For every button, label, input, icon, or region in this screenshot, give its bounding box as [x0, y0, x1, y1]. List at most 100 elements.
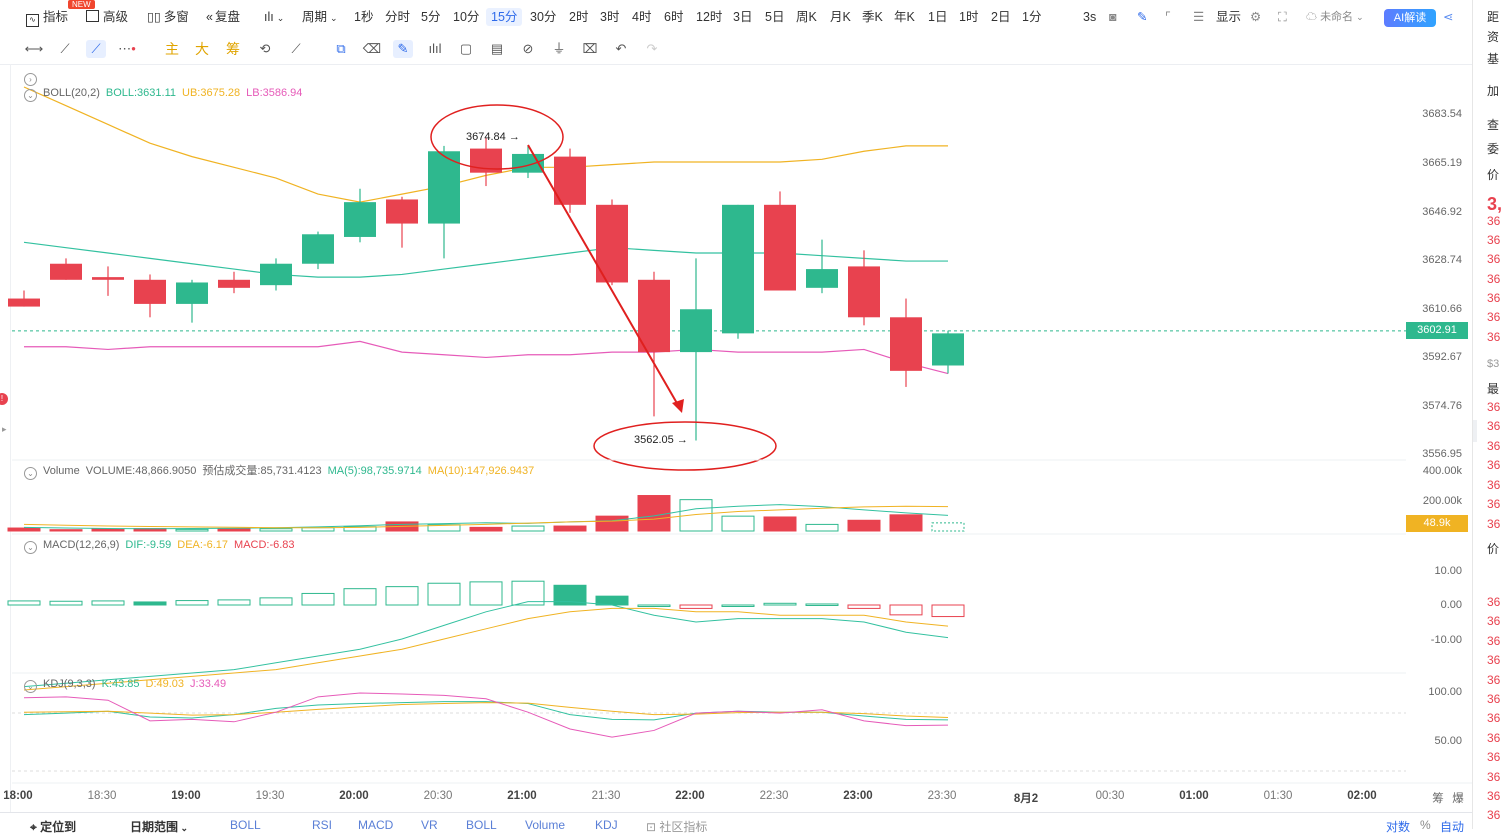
interval-8[interactable]: 4时 — [632, 10, 652, 24]
axis-burst-toggle[interactable]: 爆 — [1452, 793, 1464, 805]
collapse-icon[interactable]: ⌄ — [24, 541, 37, 554]
interval-2[interactable]: 5分 — [421, 10, 441, 24]
more-tools-icon[interactable]: ⋯● — [118, 41, 136, 56]
measure-icon[interactable]: ⟋ — [291, 41, 301, 56]
interval-10[interactable]: 12时 — [696, 10, 723, 24]
candle-body — [764, 204, 796, 291]
axis-chip-toggle[interactable]: 筹 — [1432, 793, 1444, 805]
interval-16[interactable]: 年K — [894, 10, 915, 24]
interval-19[interactable]: 2日 — [991, 10, 1011, 24]
interval-4[interactable]: 15分 — [486, 8, 523, 26]
camera-icon[interactable]: ◙ — [1109, 10, 1117, 24]
replay-button[interactable]: «复盘 — [206, 8, 240, 26]
kline-chart[interactable] — [0, 64, 1472, 814]
indicator-tab-2[interactable]: MACD — [358, 818, 394, 832]
ray-line-icon[interactable]: ⟋ — [60, 41, 70, 56]
locate-button[interactable]: ⌖ 定位到 — [30, 818, 76, 835]
settings-gear-icon[interactable]: ⚙ — [1250, 10, 1262, 24]
interval-14[interactable]: 月K — [830, 10, 851, 24]
interval-18[interactable]: 1时 — [959, 10, 979, 24]
interval-9[interactable]: 6时 — [664, 10, 684, 24]
auto-scale-toggle[interactable]: 自动 — [1440, 820, 1465, 834]
volume-bar — [931, 522, 965, 532]
indicator-tab-5[interactable]: Volume — [525, 818, 566, 832]
interval-1[interactable]: 分时 — [385, 10, 411, 24]
refresh-rate[interactable]: 3s — [1083, 10, 1097, 24]
undo-icon[interactable]: ↶ — [615, 41, 627, 56]
eraser-icon[interactable]: ⌫ — [362, 41, 382, 56]
trend-line-icon[interactable]: ⟋ — [86, 40, 106, 58]
volume-bar — [721, 515, 755, 532]
percent-scale-toggle[interactable]: % — [1420, 818, 1431, 832]
main-chip-button[interactable]: 主 — [165, 41, 179, 57]
big-order-button[interactable]: 大 — [195, 41, 209, 57]
high-price-annotation[interactable]: 3674.84 → — [466, 131, 520, 143]
collapse-right-icon[interactable]: ◂ — [1473, 420, 1477, 442]
volume-bar — [595, 515, 629, 532]
filter-icon[interactable]: ⏚ — [552, 41, 566, 56]
trash-icon[interactable]: ⌧ — [582, 41, 598, 56]
magnet-icon[interactable]: ⊘ — [522, 41, 534, 56]
interval-7[interactable]: 3时 — [600, 10, 620, 24]
display-button[interactable]: 显示 — [1216, 10, 1242, 24]
left-edge-strip: ▸ ! — [0, 64, 11, 812]
collapse-icon[interactable]: ⌄ — [24, 89, 37, 102]
fullscreen-icon[interactable]: ⛶ — [1278, 10, 1287, 24]
order-book-price-24: 36 — [1487, 789, 1501, 803]
multi-window-button[interactable]: ▯▯ 多窗 — [147, 8, 189, 26]
expand-legend-toggle[interactable]: › — [24, 70, 37, 86]
collapse-left-icon[interactable]: ▸ — [2, 424, 7, 434]
community-indicators-button[interactable]: ⊡ 社区指标 — [646, 818, 707, 835]
time-tick-3: 19:30 — [255, 790, 285, 802]
brush-icon[interactable]: ✎ — [393, 40, 413, 58]
horizontal-line-icon[interactable]: ⟷ — [24, 41, 44, 56]
macd-bar — [217, 599, 251, 606]
layout-name-dropdown[interactable]: ☁ 未命名 ⌄ — [1306, 8, 1364, 26]
order-book-price-9: 36 — [1487, 439, 1501, 453]
low-price-annotation[interactable]: 3562.05 → — [634, 434, 688, 446]
date-range-dropdown[interactable]: 日期范围 ⌄ — [130, 818, 188, 835]
order-book-price-19: 36 — [1487, 692, 1501, 706]
volume-bar — [469, 526, 503, 532]
ai-interpret-button[interactable]: AI解读 — [1384, 9, 1436, 27]
list-icon[interactable]: ☰ — [1193, 10, 1205, 24]
interval-0[interactable]: 1秒 — [354, 10, 374, 24]
indicator-tab-6[interactable]: KDJ — [595, 818, 618, 832]
frame-icon[interactable]: ⌜ — [1165, 10, 1171, 24]
interval-3[interactable]: 10分 — [453, 10, 480, 24]
candles-icon[interactable]: ılıl — [428, 41, 442, 56]
note-icon[interactable]: ▤ — [490, 41, 504, 56]
time-tick-5: 20:30 — [423, 790, 453, 802]
interval-12[interactable]: 5日 — [765, 10, 785, 24]
kdj-k: K:43.85 — [101, 678, 140, 690]
cycle-icon[interactable]: ⟲ — [259, 41, 271, 56]
interval-13[interactable]: 周K — [796, 10, 817, 24]
drawing-toolbar: ⟷ ⟋ ⟋ ⋯● 主 大 筹 ⟲ ⟋ ⧉ ⌫ ✎ ılıl ▢ ▤ ⊘ ⏚ ⌧ … — [0, 34, 1472, 65]
interval-15[interactable]: 季K — [862, 10, 883, 24]
interval-6[interactable]: 2时 — [569, 10, 589, 24]
collapse-icon[interactable]: ⌄ — [24, 680, 37, 693]
interval-5[interactable]: 30分 — [530, 10, 557, 24]
indicator-tab-0[interactable]: BOLL — [230, 818, 261, 832]
order-book-price-15: 36 — [1487, 614, 1501, 628]
collapse-icon[interactable]: ⌄ — [24, 467, 37, 480]
time-tick-9: 22:30 — [759, 790, 789, 802]
indicator-tab-3[interactable]: VR — [421, 818, 438, 832]
lock-icon[interactable]: ▢ — [459, 41, 473, 56]
advanced-button[interactable]: 高级 — [86, 8, 128, 26]
chip-distribution-button[interactable]: 筹 — [226, 41, 240, 57]
indicator-button[interactable]: ∿ 指标 — [26, 8, 68, 27]
interval-17[interactable]: 1日 — [928, 10, 948, 24]
pen-icon[interactable]: ✎ — [1137, 10, 1148, 24]
indicator-tab-1[interactable]: RSI — [312, 818, 333, 832]
log-scale-toggle[interactable]: 对数 — [1386, 820, 1411, 834]
period-dropdown[interactable]: 周期 ⌄ — [302, 8, 338, 26]
alert-badge-icon[interactable]: ! — [0, 393, 8, 405]
chart-type-dropdown[interactable]: ılı ⌄ — [264, 8, 284, 26]
interval-20[interactable]: 1分 — [1022, 10, 1042, 24]
share-icon[interactable]: ⋖ — [1443, 10, 1454, 24]
redo-icon[interactable]: ↷ — [646, 41, 658, 56]
frame-select-icon[interactable]: ⧉ — [336, 41, 346, 56]
interval-11[interactable]: 3日 — [733, 10, 753, 24]
indicator-tab-4[interactable]: BOLL — [466, 818, 497, 832]
